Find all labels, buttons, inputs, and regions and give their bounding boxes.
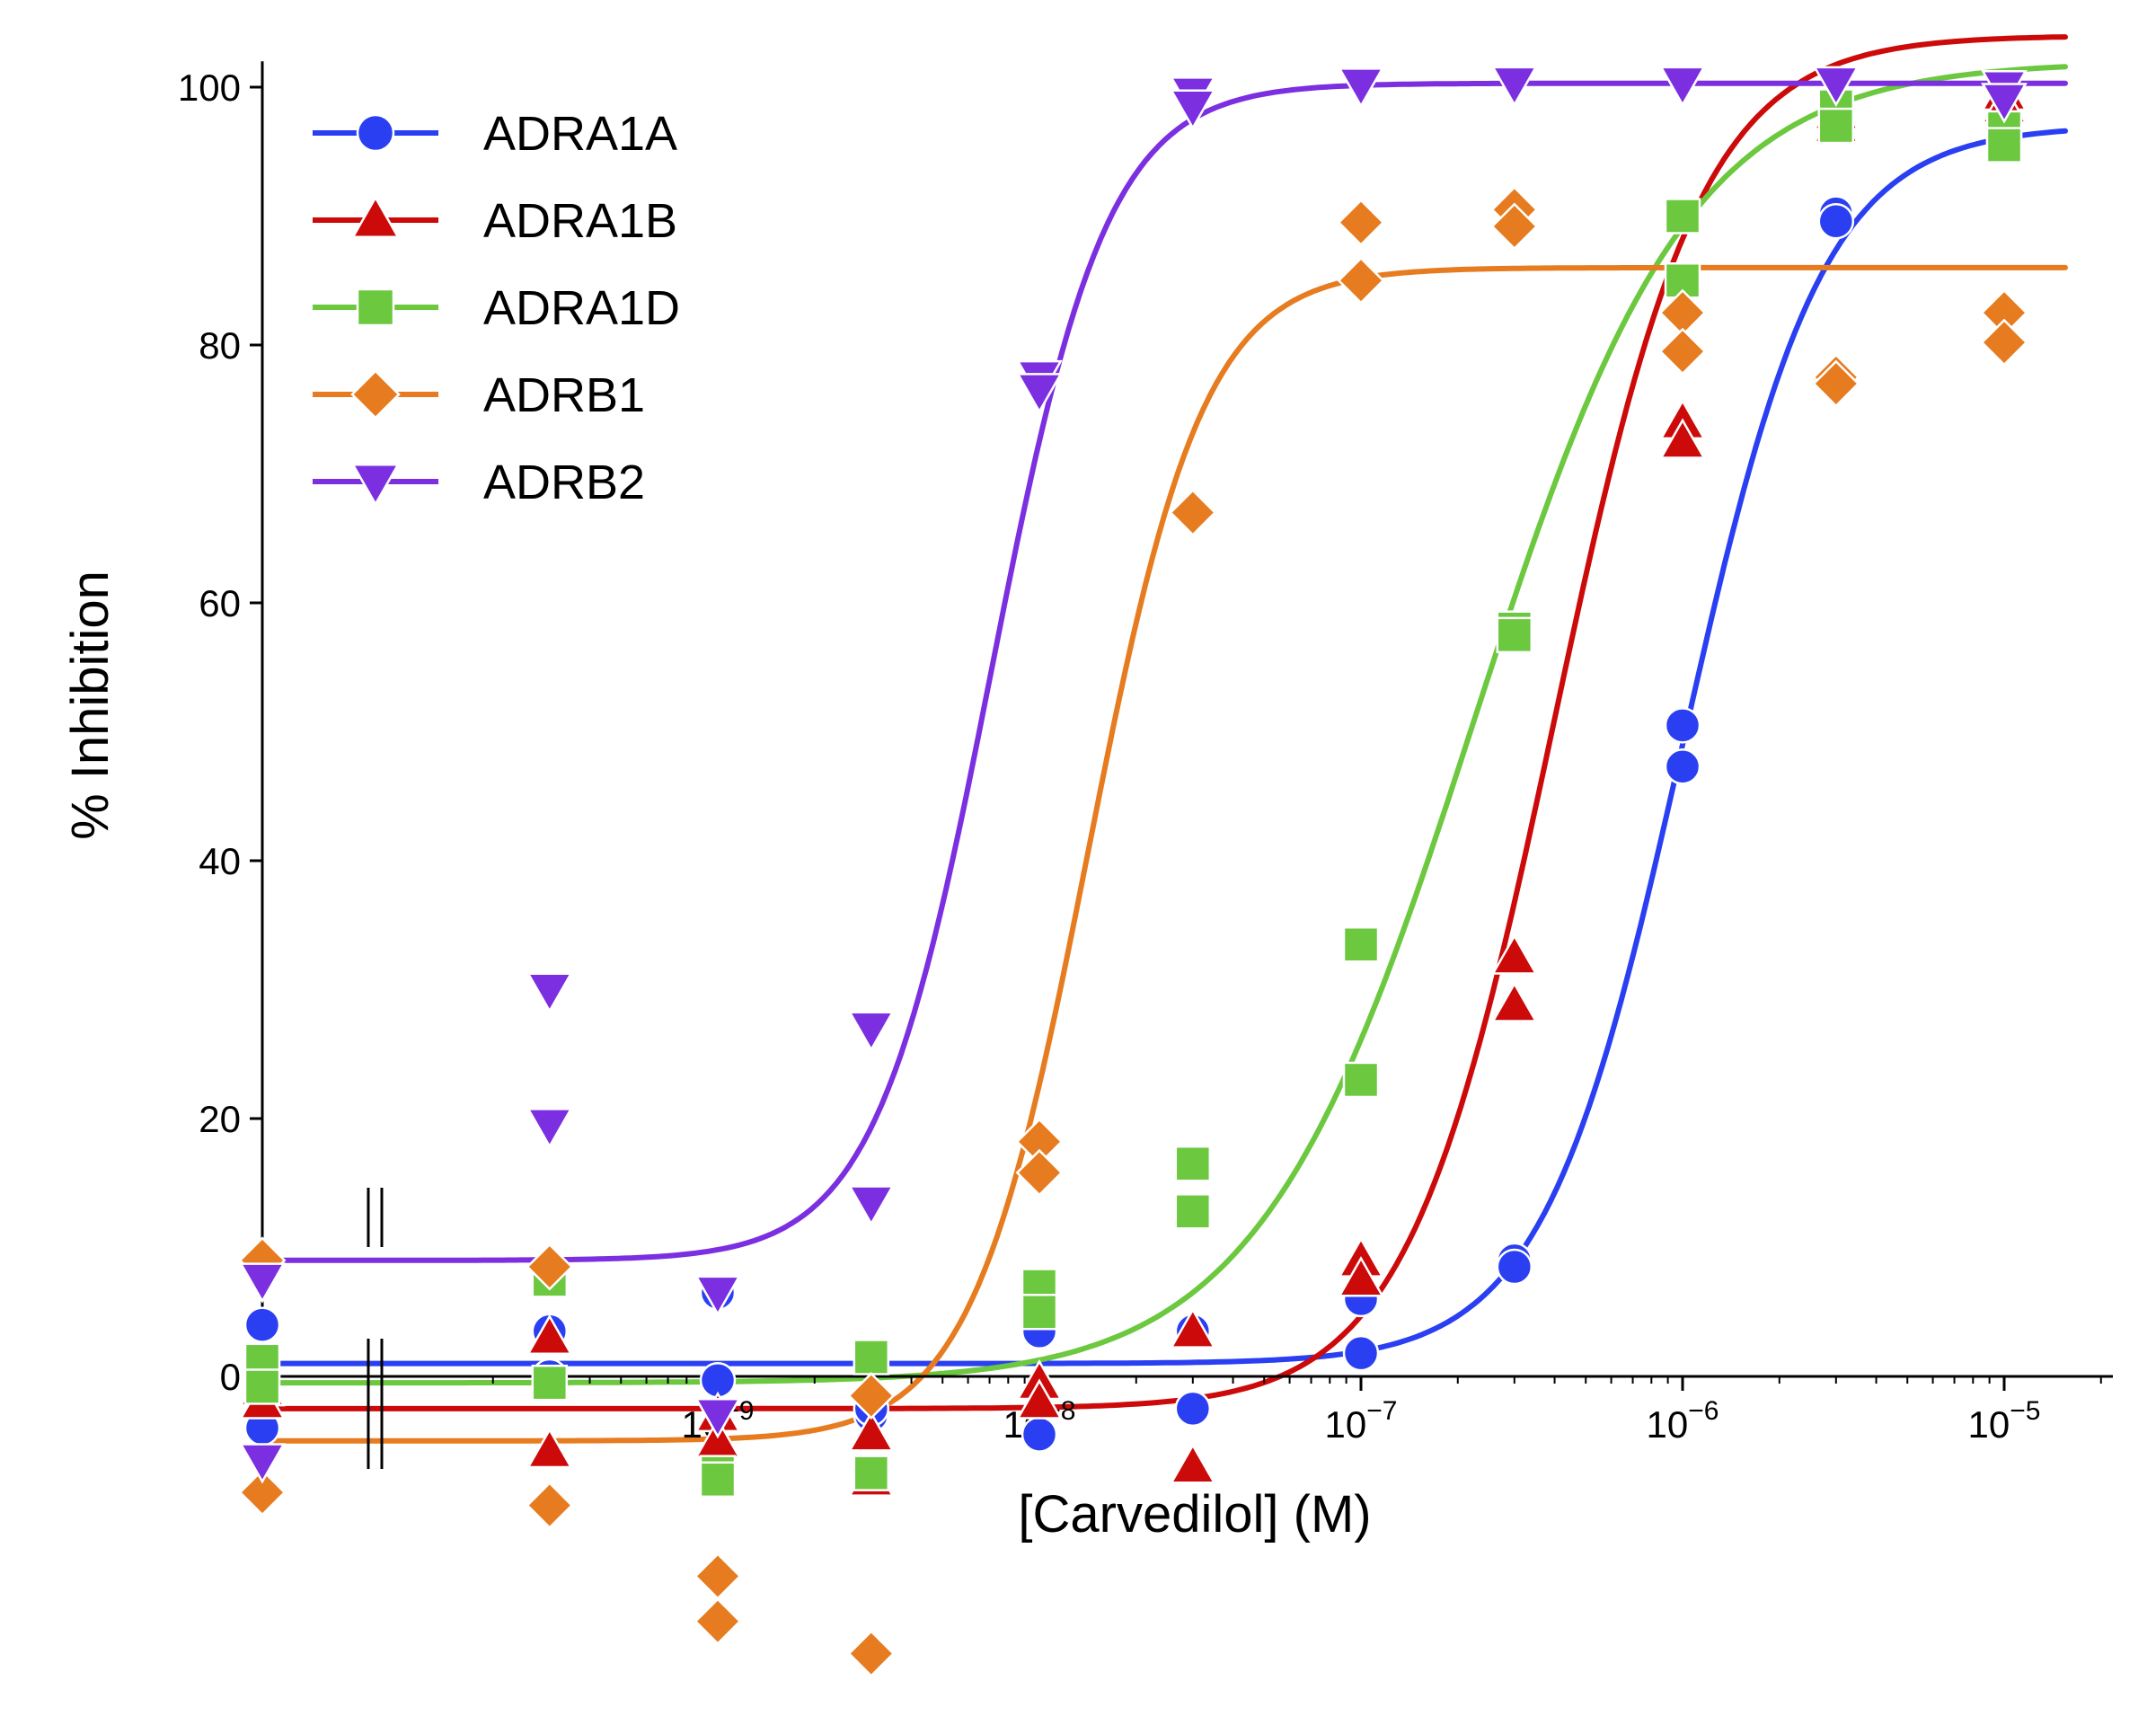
data-point-adra1b [1659,418,1706,459]
data-point-adra1d [1342,926,1380,963]
data-point-adra1d [853,1339,890,1376]
data-point-adrb2 [239,1443,286,1484]
data-point-adrb1 [694,1552,742,1600]
legend-marker-adrb2 [350,464,401,507]
legend-marker-adrb1 [350,369,401,420]
data-point-adra1d [1174,1193,1212,1230]
data-point-adrb1 [238,1468,287,1517]
data-point-adrb1 [526,1482,574,1529]
y-tick-label: 20 [199,1098,241,1140]
legend-marker-adra1a [356,113,395,153]
data-points [238,66,2028,1677]
data-point-adrb1 [1658,327,1707,376]
data-point-adrb2 [526,972,573,1013]
x-tick-label: 10−6 [1647,1396,1719,1446]
data-point-adrb2 [1659,66,1706,107]
x-tick-exponent: −6 [1688,1396,1719,1426]
data-point-adra1a [1342,1334,1380,1372]
x-axis-label: [Carvedilol] (M) [1018,1485,1371,1544]
data-point-adrb1 [1812,359,1860,408]
data-point-adra1d [1496,616,1533,654]
data-point-adrb1 [847,1372,896,1420]
data-point-adra1a [1664,748,1701,785]
data-point-adrb2 [694,1275,741,1316]
data-point-adra1d [1817,107,1855,145]
data-point-adrb2 [1016,373,1063,414]
fit-curves [260,34,2068,1444]
fit-curve-adra1d [260,64,2068,1386]
data-point-adrb1 [1337,199,1385,247]
data-point-adra1d [1342,1061,1380,1099]
data-point-adra1b [1490,981,1538,1022]
data-point-adra1a [1817,202,1855,240]
x-tick-base: 10 [1647,1403,1689,1446]
data-point-adra1a [1174,1390,1212,1428]
data-point-adrb1 [1015,1148,1064,1197]
y-tick-label: 40 [199,840,241,882]
x-tick-exponent: −7 [1366,1396,1397,1426]
data-point-adra1d [1985,127,2023,164]
x-tick-label: 10−7 [1325,1396,1398,1446]
legend-label-adra1d: ADRA1D [483,281,680,335]
data-point-adrb2 [1812,66,1860,107]
fit-curve-adrb1 [260,264,2068,1444]
y-tick-label: 80 [199,324,241,367]
data-point-adrb1 [1169,489,1217,537]
axes: 02040608010010−910−810−710−610−5 [178,61,2113,1469]
y-tick-label: 60 [199,582,241,624]
data-point-adra1b [1016,1378,1063,1420]
data-point-adrb1 [1490,202,1539,251]
x-tick-base: 10 [1325,1403,1367,1446]
y-axis-label: % Inhibition [61,571,119,840]
data-point-adra1d [853,1455,890,1491]
legend-marker-adra1b [350,195,401,238]
data-point-adra1d [531,1364,569,1402]
x-tick-base: 10 [1968,1403,2010,1446]
fit-curve-adra1b [260,34,2068,1411]
data-point-adrb1 [1980,318,2028,367]
legend-label-adra1b: ADRA1B [483,194,677,248]
data-point-adra1a [1664,707,1701,744]
data-point-adrb1 [847,1630,896,1677]
data-point-adrb1 [526,1243,574,1291]
data-point-adra1d [1664,198,1701,234]
data-point-adrb1 [694,1597,742,1646]
data-point-adrb2 [1981,83,2028,124]
y-tick-label: 0 [220,1356,241,1398]
legend: ADRA1A ADRA1B ADRA1D ADRB1 ADRB2 [313,107,680,509]
data-point-adra1d [1021,1294,1058,1331]
data-point-adrb2 [239,1262,286,1304]
legend-marker-adra1d [356,288,395,327]
fit-curve-adra1a [260,128,2068,1367]
data-point-adra1d [699,1461,737,1499]
fit-curve-adrb2 [260,80,2068,1263]
data-point-adra1d [1174,1145,1212,1182]
x-tick-label: 10−5 [1968,1396,2041,1446]
data-point-adra1b [526,1427,573,1469]
data-point-adrb2 [694,1397,741,1439]
legend-label-adra1a: ADRA1A [483,107,677,161]
legend-label-adrb2: ADRB2 [483,456,645,509]
data-point-adra1b [1338,1256,1384,1297]
data-point-adra1b [526,1314,573,1356]
data-point-adra1b [1169,1307,1216,1349]
data-point-adra1b [1169,1443,1216,1484]
data-point-adrb2 [1169,89,1216,130]
data-point-adra1b [847,1411,895,1452]
y-tick-label: 100 [178,66,241,109]
data-point-adra1a [243,1306,281,1343]
legend-label-adrb1: ADRB1 [483,368,645,422]
data-point-adrb2 [847,1011,895,1052]
data-point-adrb1 [1337,256,1385,305]
data-point-adra1d [243,1368,281,1405]
data-point-adrb2 [847,1185,895,1226]
data-point-adrb2 [526,1108,573,1149]
data-point-adrb2 [1338,67,1384,109]
data-point-adrb2 [1490,66,1538,107]
data-point-adra1a [1021,1416,1058,1453]
data-point-adra1b [1490,933,1538,975]
x-tick-exponent: −5 [2010,1396,2040,1426]
data-point-adra1a [1496,1248,1533,1286]
